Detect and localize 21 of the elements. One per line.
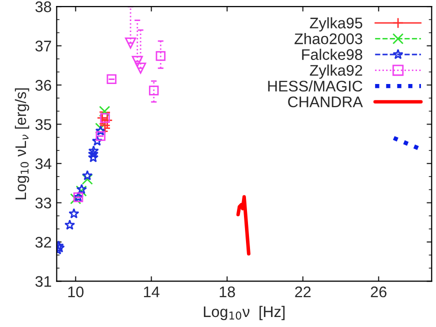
y-tick-label: 34 xyxy=(35,158,52,170)
y-tick-label: 31 xyxy=(35,276,52,287)
y-tick-label: 36 xyxy=(35,80,52,91)
legend-label: HESS/MAGIC xyxy=(268,80,362,92)
legend-label: Zylka92 xyxy=(310,64,362,79)
x-tick-label: 18 xyxy=(220,286,235,298)
legend-label: Zhao2003 xyxy=(294,33,362,44)
x-axis-title: Log$_{10}$ν [Hz] xyxy=(204,306,285,320)
x-tick-label: 10 xyxy=(68,286,84,298)
y-tick-label: 38 xyxy=(35,1,52,12)
y-tick-label: 32 xyxy=(35,236,52,248)
x-tick-label: 22 xyxy=(295,286,311,298)
y-tick-label: 33 xyxy=(35,198,52,208)
x-tick-label: 14 xyxy=(144,286,160,298)
y-axis-title: Log$_{10}$ νL$_{ν}$ [erg/s] xyxy=(14,88,30,200)
y-tick-label: 35 xyxy=(35,119,52,130)
legend-label: Falcke98 xyxy=(302,48,362,60)
y-tick-label: 37 xyxy=(35,40,52,52)
legend-label: CHANDRA xyxy=(288,96,363,108)
x-tick-label: 26 xyxy=(370,286,386,298)
legend-label: Zylka95 xyxy=(310,17,362,32)
